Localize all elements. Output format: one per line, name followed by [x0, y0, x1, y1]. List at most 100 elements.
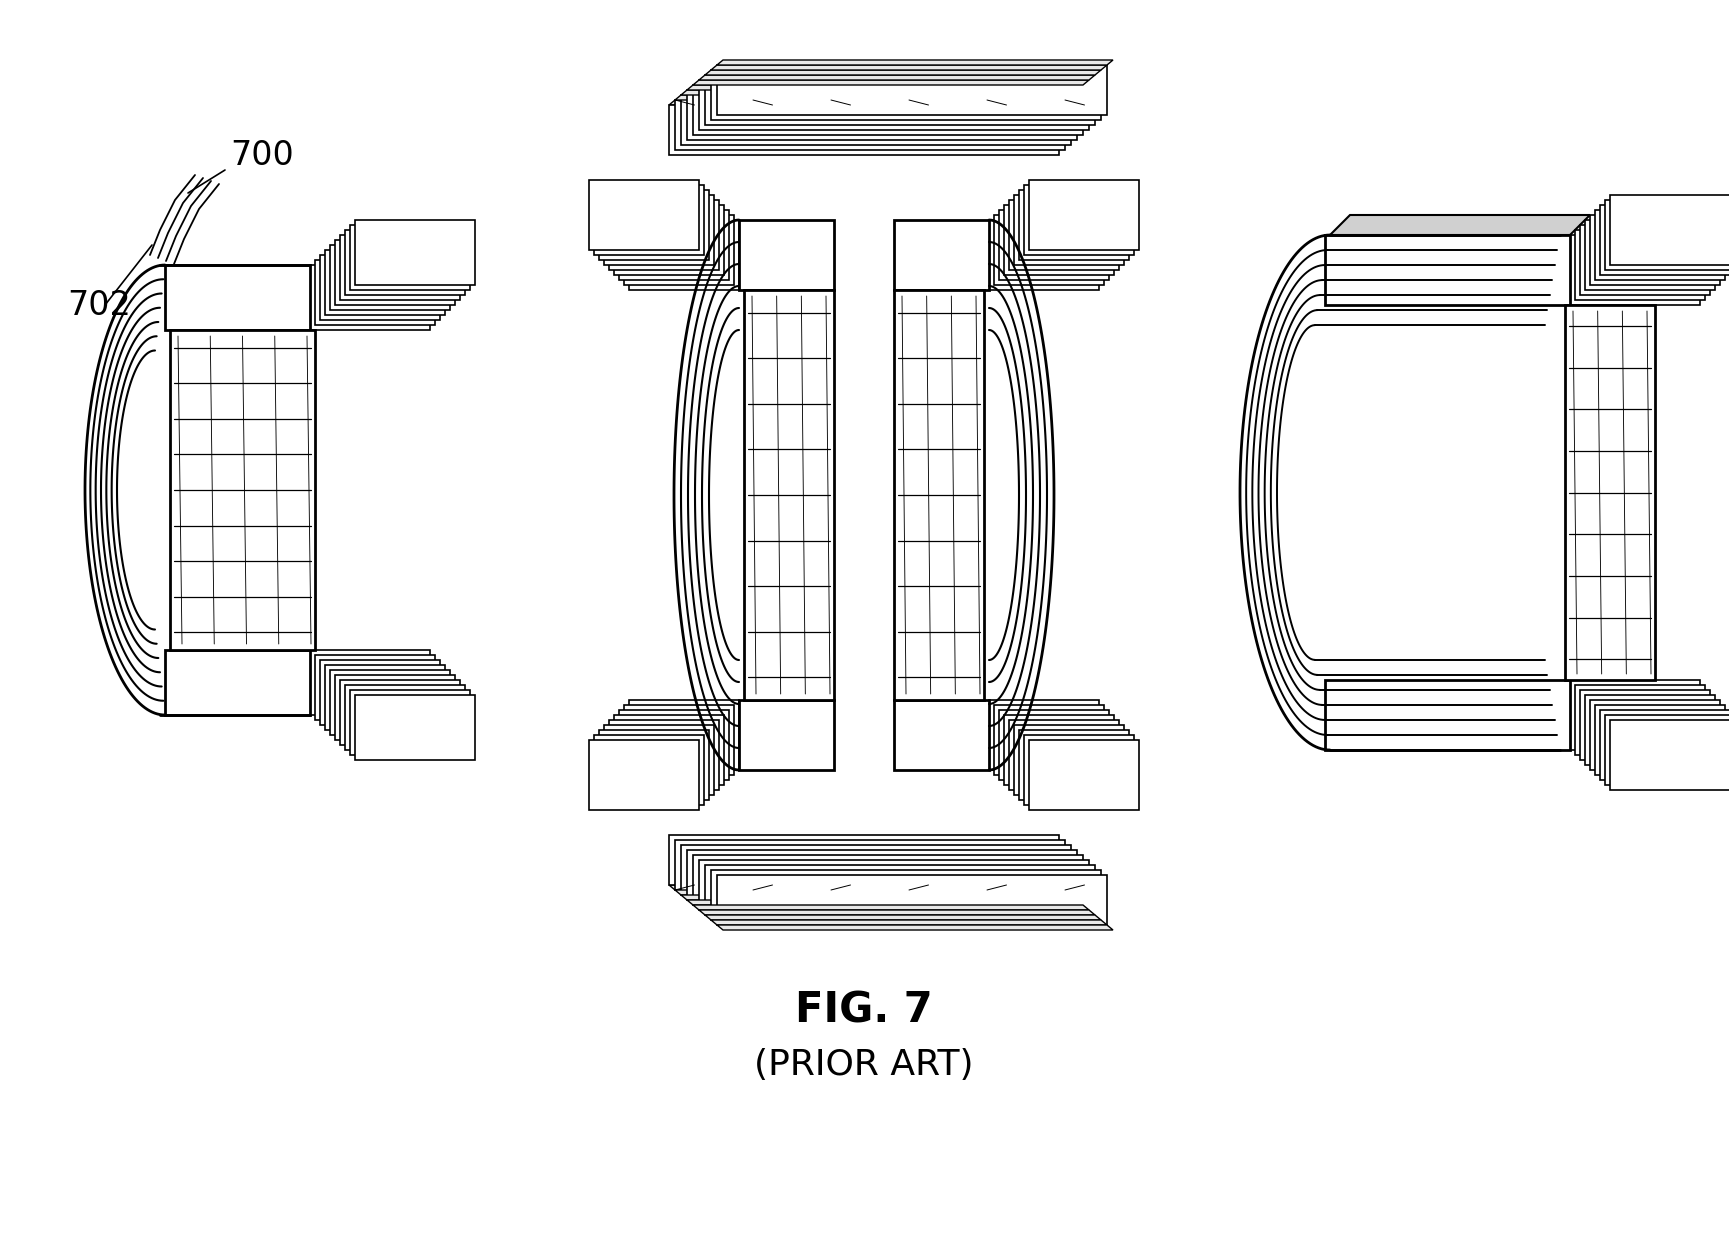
Polygon shape [705, 75, 1094, 126]
Polygon shape [315, 655, 436, 720]
Polygon shape [603, 195, 714, 265]
Polygon shape [693, 855, 1082, 905]
Polygon shape [1599, 710, 1729, 781]
Polygon shape [315, 260, 436, 324]
Polygon shape [349, 225, 470, 290]
Polygon shape [595, 735, 704, 805]
Polygon shape [335, 675, 455, 740]
Polygon shape [711, 870, 1101, 920]
Polygon shape [999, 210, 1108, 280]
Polygon shape [1330, 215, 1591, 235]
Polygon shape [595, 185, 704, 255]
Polygon shape [346, 230, 465, 295]
Polygon shape [718, 875, 1107, 925]
Polygon shape [1610, 195, 1729, 265]
Polygon shape [705, 915, 1101, 920]
Polygon shape [349, 690, 470, 755]
Polygon shape [718, 60, 1113, 65]
Polygon shape [590, 740, 699, 810]
Polygon shape [629, 700, 738, 769]
Polygon shape [1018, 730, 1129, 800]
Polygon shape [341, 235, 460, 300]
Polygon shape [681, 845, 1070, 895]
Polygon shape [693, 80, 1089, 85]
Polygon shape [674, 840, 1065, 890]
Polygon shape [1594, 705, 1726, 774]
Polygon shape [1570, 680, 1700, 750]
Polygon shape [699, 80, 1089, 131]
Polygon shape [705, 70, 1101, 75]
Polygon shape [693, 905, 1089, 910]
Polygon shape [1013, 725, 1124, 796]
Polygon shape [1024, 185, 1134, 255]
Polygon shape [1594, 210, 1726, 280]
Polygon shape [686, 89, 1077, 140]
Polygon shape [619, 210, 730, 280]
Polygon shape [1324, 680, 1570, 750]
Polygon shape [1029, 180, 1139, 250]
Polygon shape [619, 710, 730, 781]
Polygon shape [629, 220, 738, 290]
Polygon shape [614, 205, 724, 275]
Polygon shape [1575, 685, 1705, 755]
Polygon shape [686, 85, 1082, 89]
Polygon shape [1324, 235, 1570, 305]
Polygon shape [603, 725, 714, 796]
Polygon shape [669, 885, 1065, 890]
Polygon shape [1591, 700, 1720, 769]
Polygon shape [330, 245, 450, 310]
Polygon shape [674, 99, 1065, 150]
Polygon shape [699, 910, 1094, 915]
Polygon shape [1024, 735, 1134, 805]
Polygon shape [590, 180, 699, 250]
Polygon shape [1565, 305, 1655, 680]
Polygon shape [1018, 190, 1129, 260]
Text: (PRIOR ART): (PRIOR ART) [754, 1048, 973, 1081]
Polygon shape [1580, 690, 1710, 759]
Text: FIG. 7: FIG. 7 [795, 989, 934, 1030]
Polygon shape [669, 835, 1058, 885]
Polygon shape [624, 705, 735, 774]
Polygon shape [718, 925, 1113, 930]
Polygon shape [681, 89, 1077, 94]
Polygon shape [711, 70, 1101, 121]
Polygon shape [309, 650, 431, 715]
Polygon shape [598, 190, 709, 260]
Polygon shape [354, 695, 475, 759]
Polygon shape [169, 329, 315, 650]
Polygon shape [335, 240, 455, 305]
Polygon shape [614, 715, 724, 786]
Polygon shape [1570, 235, 1700, 305]
Polygon shape [1013, 195, 1124, 265]
Polygon shape [894, 290, 984, 700]
Polygon shape [994, 215, 1105, 285]
Polygon shape [1580, 225, 1710, 295]
Polygon shape [609, 200, 719, 270]
Polygon shape [320, 660, 439, 725]
Polygon shape [681, 895, 1077, 900]
Polygon shape [705, 865, 1094, 915]
Polygon shape [1605, 200, 1729, 270]
Polygon shape [1010, 200, 1119, 270]
Polygon shape [699, 75, 1094, 80]
Polygon shape [738, 700, 833, 769]
Polygon shape [989, 700, 1100, 769]
Polygon shape [743, 290, 833, 700]
Polygon shape [674, 890, 1070, 895]
Polygon shape [669, 99, 1065, 104]
Polygon shape [999, 710, 1108, 781]
Polygon shape [354, 220, 475, 285]
Polygon shape [894, 220, 989, 290]
Polygon shape [1599, 205, 1729, 275]
Polygon shape [624, 215, 735, 285]
Polygon shape [711, 65, 1107, 70]
Polygon shape [686, 850, 1077, 900]
Polygon shape [674, 94, 1070, 99]
Polygon shape [1005, 715, 1113, 786]
Polygon shape [1005, 205, 1113, 275]
Polygon shape [693, 85, 1082, 135]
Polygon shape [1605, 715, 1729, 786]
Text: 702: 702 [67, 288, 131, 322]
Polygon shape [325, 665, 444, 730]
Text: 700: 700 [230, 138, 294, 172]
